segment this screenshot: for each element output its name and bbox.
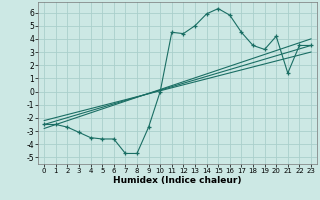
X-axis label: Humidex (Indice chaleur): Humidex (Indice chaleur) [113,176,242,185]
